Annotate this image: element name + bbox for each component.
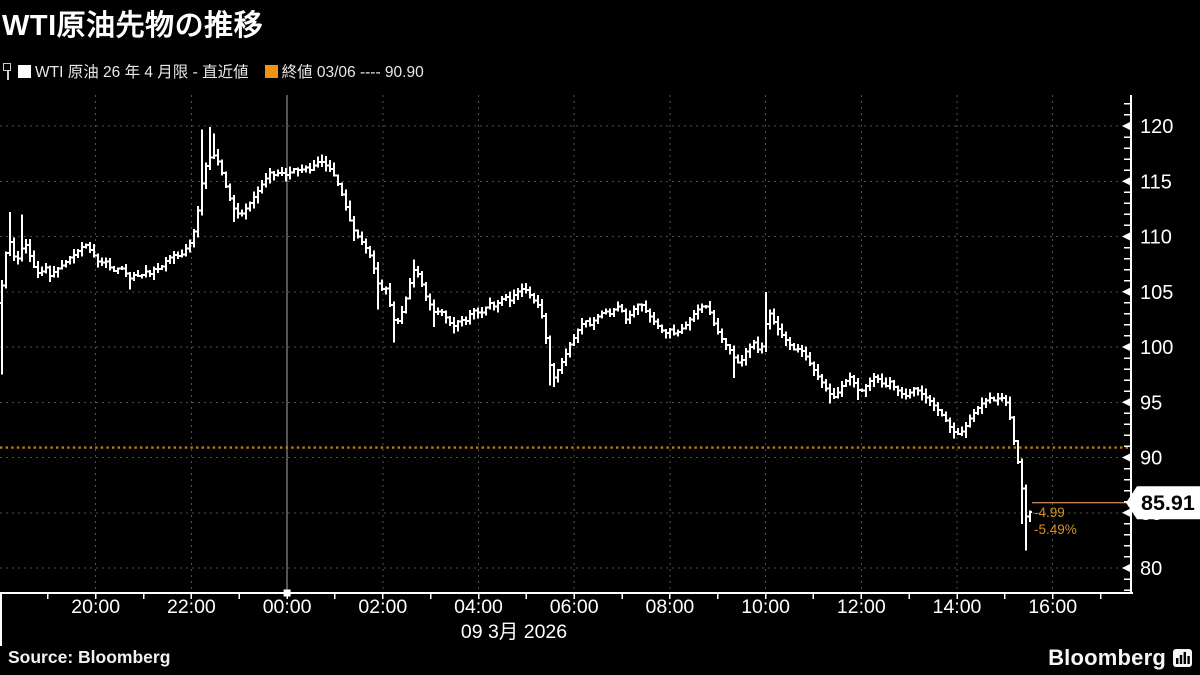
svg-text:22:00: 22:00 — [167, 596, 216, 618]
svg-text:100: 100 — [1140, 337, 1173, 359]
last-price-flag: 85.91 — [1126, 486, 1200, 520]
prev-close-swatch — [264, 64, 278, 78]
svg-text:20:00: 20:00 — [71, 596, 120, 618]
x-axis-ticks — [47, 589, 1102, 599]
session-break-marker — [283, 589, 291, 597]
net-change-label: -4.99 — [1034, 505, 1065, 520]
page-title: WTI原油先物の推移 — [2, 10, 264, 42]
x-axis-date-label: 09 3月 2026 — [461, 621, 567, 643]
pct-change-label: -5.49% — [1034, 522, 1077, 537]
price-bars — [0, 127, 1032, 551]
series-swatch — [18, 64, 31, 78]
svg-text:02:00: 02:00 — [358, 596, 407, 618]
svg-text:04:00: 04:00 — [454, 596, 503, 618]
change-labels: -4.99 -5.49% — [1034, 505, 1077, 537]
svg-text:105: 105 — [1140, 282, 1173, 304]
svg-text:08:00: 08:00 — [645, 596, 694, 618]
svg-text:110: 110 — [1140, 227, 1172, 249]
svg-text:06:00: 06:00 — [550, 596, 599, 618]
bloomberg-wordmark: Bloomberg — [1048, 645, 1166, 670]
grid — [0, 95, 1130, 592]
legend-prev-close-label: 終値 03/06 ---- 90.90 — [281, 64, 424, 81]
svg-text:14:00: 14:00 — [933, 596, 982, 618]
legend-flag-icon[interactable] — [3, 62, 15, 81]
svg-text:95: 95 — [1140, 392, 1162, 414]
bloomberg-logo: Bloomberg — [1048, 645, 1192, 671]
last-price-value: 85.91 — [1141, 491, 1195, 515]
bloomberg-terminal-icon — [1173, 649, 1192, 667]
legend-item-series[interactable]: WTI 原油 26 年 4 月限 - 直近値 — [18, 60, 249, 82]
svg-text:12:00: 12:00 — [837, 596, 886, 618]
svg-text:80: 80 — [1140, 558, 1162, 580]
svg-text:00:00: 00:00 — [263, 596, 312, 618]
svg-text:10:00: 10:00 — [741, 596, 790, 618]
legend-series-label: WTI 原油 26 年 4 月限 - 直近値 — [35, 64, 249, 81]
svg-text:120: 120 — [1140, 116, 1173, 138]
svg-text:90: 90 — [1140, 448, 1162, 470]
svg-text:16:00: 16:00 — [1028, 596, 1077, 618]
legend: WTI 原油 26 年 4 月限 - 直近値 終値 03/06 ---- 90.… — [3, 60, 424, 82]
source-attribution: Source: Bloomberg — [8, 647, 171, 667]
svg-text:115: 115 — [1140, 171, 1172, 193]
axes — [0, 95, 1133, 646]
y-axis-ticks — [1122, 103, 1131, 591]
legend-item-prev-close[interactable]: 終値 03/06 ---- 90.90 — [264, 60, 424, 82]
x-axis-labels: 20:00 22:00 00:00 02:00 04:00 06:00 08:00 10:00… — [71, 596, 1077, 618]
